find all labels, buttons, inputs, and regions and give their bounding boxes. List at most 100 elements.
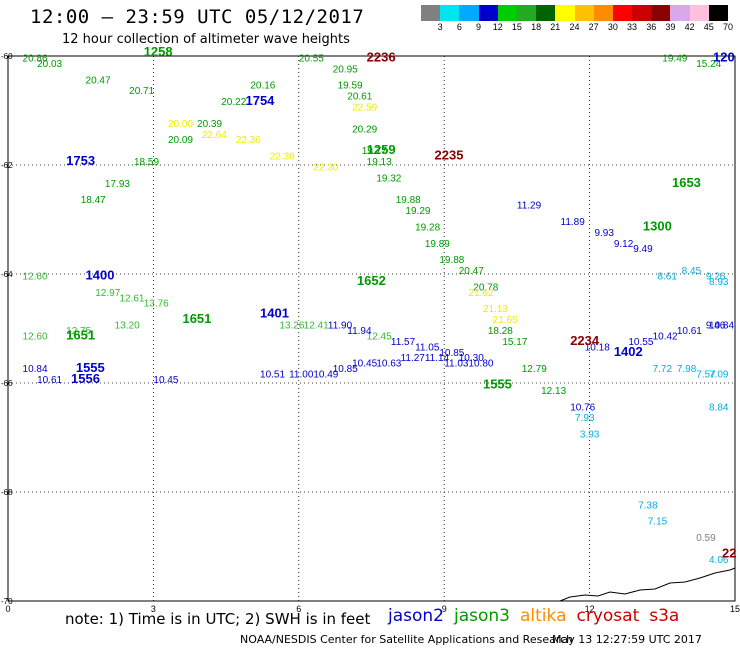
data-point-label: 20.55 bbox=[299, 53, 324, 64]
data-point-label: 20.47 bbox=[459, 266, 484, 277]
data-point-label: 10.51 bbox=[260, 370, 285, 381]
page-subtitle: 12 hour collection of altimeter wave hei… bbox=[62, 32, 350, 47]
page-title: 12:00 – 23:59 UTC 05/12/2017 bbox=[30, 6, 365, 28]
data-point-label: 11.94 bbox=[347, 326, 372, 337]
colorbar-label: 36 bbox=[646, 22, 657, 32]
data-point-label: 9.93 bbox=[594, 228, 614, 239]
data-point-label: 19.29 bbox=[405, 206, 430, 217]
data-point-label: 20.47 bbox=[86, 75, 111, 86]
colorbar-label: 27 bbox=[588, 22, 599, 32]
legend-jason3: jason3 bbox=[454, 606, 510, 626]
data-point-label: 11.89 bbox=[561, 217, 586, 228]
colorbar-swatch bbox=[459, 5, 479, 21]
data-point-label: 19.28 bbox=[415, 222, 440, 233]
colorbar-swatch bbox=[574, 5, 594, 21]
data-point-label: 21.62 bbox=[468, 288, 493, 299]
coastline bbox=[559, 567, 736, 602]
time-label: 1555 bbox=[76, 360, 105, 375]
data-point-label: 12.75 bbox=[66, 326, 91, 337]
data-point-label: 10.80 bbox=[468, 359, 493, 370]
data-point-label: 7.98 bbox=[677, 364, 697, 375]
data-point-label: 11.00 bbox=[289, 370, 314, 381]
data-point-label: 7.72 bbox=[653, 364, 673, 375]
time-label: 1652 bbox=[357, 273, 386, 288]
data-point-label: 10.61 bbox=[677, 326, 702, 337]
data-point-label: 3.93 bbox=[580, 430, 600, 441]
colorbar-swatch bbox=[593, 5, 613, 21]
data-point-label: 11.14 bbox=[425, 353, 450, 364]
colorbar-label: 33 bbox=[627, 22, 638, 32]
data-point-label: 20.29 bbox=[352, 124, 377, 135]
time-label: 2234 bbox=[570, 333, 600, 348]
data-point-label: 9.46 bbox=[706, 321, 726, 332]
data-point-label: 19.32 bbox=[376, 173, 401, 184]
data-point-label: 13.26 bbox=[279, 321, 304, 332]
y-tick-label: -60 bbox=[1, 52, 13, 61]
data-point-label: 15.24 bbox=[696, 59, 721, 70]
colorbar-swatch bbox=[708, 5, 728, 21]
time-label: 1402 bbox=[614, 344, 643, 359]
data-point-label: 10.76 bbox=[570, 402, 595, 413]
data-point-label: 7.57 bbox=[696, 370, 716, 381]
data-point-label: 10.45 bbox=[153, 375, 178, 386]
data-point-label: 12.60 bbox=[23, 271, 48, 282]
data-point-label: 7.09 bbox=[709, 370, 729, 381]
colorbar-swatch bbox=[516, 5, 537, 21]
satellite-legend: jason2 jason3 altika cryosat s3a bbox=[388, 606, 689, 626]
x-tick-label: 9 bbox=[442, 604, 447, 614]
data-point-label: 20.22 bbox=[221, 97, 246, 108]
x-tick-label: 15 bbox=[730, 604, 740, 614]
generated-timestamp: May 13 12:27:59 UTC 2017 bbox=[552, 633, 702, 646]
colorbar-swatch bbox=[612, 5, 633, 21]
x-tick-label: 6 bbox=[296, 604, 301, 614]
data-point-label: 21.13 bbox=[483, 304, 508, 315]
data-point-label: 20.95 bbox=[333, 64, 358, 75]
colorbar-swatch bbox=[536, 5, 556, 21]
data-point-label: 10.84 bbox=[23, 364, 48, 375]
data-point-label: 10.42 bbox=[653, 331, 678, 342]
data-point-label: 10.84 bbox=[709, 321, 734, 332]
data-point-label: 20.71 bbox=[129, 86, 154, 97]
time-label: 22 bbox=[722, 545, 736, 560]
data-point-label: 20.00 bbox=[168, 119, 193, 130]
data-point-label: 10.49 bbox=[313, 370, 338, 381]
axis-ticks: 0 3 6 9 12 15 -60 -62 -64 -66 -68 -70 bbox=[1, 52, 740, 614]
data-point-label: 7.93 bbox=[575, 413, 595, 424]
data-point-label: 9.49 bbox=[633, 244, 653, 255]
data-point-label: 21.65 bbox=[493, 315, 518, 326]
data-point-label: 4.06 bbox=[709, 555, 729, 566]
data-point-label: 9.12 bbox=[614, 239, 634, 250]
time-label: 2235 bbox=[435, 148, 464, 163]
time-label: 1556 bbox=[71, 371, 100, 386]
data-point-label: 19.89 bbox=[425, 239, 450, 250]
data-point-label: 20.39 bbox=[197, 119, 222, 130]
colorbar-label: 39 bbox=[665, 22, 676, 32]
colorbar-label: 6 bbox=[456, 22, 462, 32]
colorbar-label: 18 bbox=[531, 22, 542, 32]
data-point-label: 22.36 bbox=[236, 135, 261, 146]
time-label: 1259 bbox=[367, 142, 396, 157]
data-point-label: 10.61 bbox=[37, 375, 62, 386]
data-point-label: 20.03 bbox=[37, 59, 62, 70]
data-point-label: 20.78 bbox=[473, 282, 498, 293]
time-label: 1400 bbox=[86, 267, 115, 282]
time-label: 1300 bbox=[643, 218, 672, 233]
data-point-label: 10.63 bbox=[376, 359, 401, 370]
colorbar bbox=[421, 5, 728, 21]
y-tick-label: -68 bbox=[1, 488, 13, 497]
data-point-label: 12.79 bbox=[522, 364, 547, 375]
data-point-label: 22.30 bbox=[313, 162, 338, 173]
data-point-label: 20.61 bbox=[347, 92, 372, 103]
plot-frame bbox=[7, 55, 736, 602]
time-label: 1555 bbox=[483, 376, 512, 391]
data-point-label: 0.59 bbox=[696, 533, 716, 544]
legend-cryosat: cryosat bbox=[576, 606, 640, 626]
data-point-label: 12.61 bbox=[119, 293, 144, 304]
data-point-label: 20.16 bbox=[250, 81, 275, 92]
colorbar-label: 24 bbox=[569, 22, 580, 32]
data-point-label: 8.84 bbox=[709, 402, 729, 413]
data-point-label: 10.30 bbox=[459, 353, 484, 364]
data-point-label: 19.77 bbox=[362, 146, 387, 157]
colorbar-swatch bbox=[421, 5, 441, 21]
colorbar-swatch bbox=[497, 5, 517, 21]
